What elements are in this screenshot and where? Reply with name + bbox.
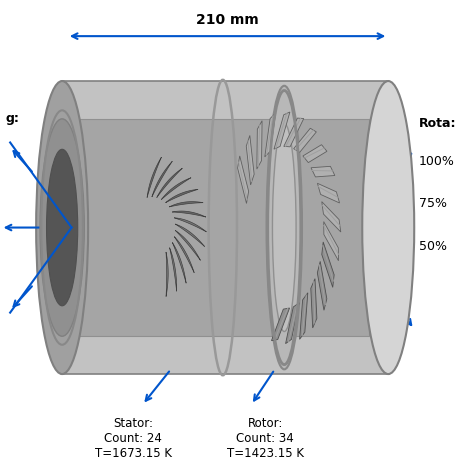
Text: 210 mm: 210 mm <box>196 13 259 27</box>
Polygon shape <box>322 201 341 232</box>
Polygon shape <box>311 279 317 328</box>
Polygon shape <box>303 145 327 163</box>
Ellipse shape <box>273 124 296 331</box>
Polygon shape <box>246 136 254 185</box>
Polygon shape <box>174 218 206 232</box>
Polygon shape <box>170 248 177 291</box>
Polygon shape <box>147 157 162 198</box>
Text: 50%: 50% <box>419 240 447 253</box>
Polygon shape <box>175 230 201 260</box>
Ellipse shape <box>36 81 88 374</box>
Polygon shape <box>62 119 369 336</box>
Text: 75%: 75% <box>419 197 447 210</box>
Polygon shape <box>62 81 388 374</box>
Ellipse shape <box>362 81 414 374</box>
Polygon shape <box>322 242 334 287</box>
Polygon shape <box>157 168 182 198</box>
Polygon shape <box>274 112 290 149</box>
Ellipse shape <box>46 149 78 306</box>
Text: Rotor:
Count: 34
T=1423.15 K: Rotor: Count: 34 T=1423.15 K <box>227 417 304 460</box>
Polygon shape <box>257 121 262 169</box>
Polygon shape <box>172 211 206 217</box>
Polygon shape <box>318 183 339 203</box>
Text: 100%: 100% <box>419 155 455 168</box>
Ellipse shape <box>40 119 84 336</box>
Polygon shape <box>300 293 308 339</box>
Polygon shape <box>324 222 338 261</box>
Polygon shape <box>317 261 327 310</box>
Polygon shape <box>175 224 205 246</box>
Polygon shape <box>165 189 198 203</box>
Polygon shape <box>166 252 168 297</box>
Polygon shape <box>169 201 203 207</box>
Polygon shape <box>284 118 304 147</box>
Polygon shape <box>285 303 299 344</box>
Polygon shape <box>237 156 249 203</box>
Ellipse shape <box>266 86 302 369</box>
Polygon shape <box>294 128 316 152</box>
Polygon shape <box>265 113 276 157</box>
Polygon shape <box>161 178 191 200</box>
Polygon shape <box>173 243 186 283</box>
Polygon shape <box>152 161 173 197</box>
Text: g:: g: <box>5 112 19 125</box>
Polygon shape <box>272 308 290 341</box>
Polygon shape <box>174 237 194 273</box>
Text: Stator:
Count: 24
T=1673.15 K: Stator: Count: 24 T=1673.15 K <box>94 417 172 460</box>
Text: Rota:: Rota: <box>419 117 456 130</box>
Polygon shape <box>311 166 335 177</box>
